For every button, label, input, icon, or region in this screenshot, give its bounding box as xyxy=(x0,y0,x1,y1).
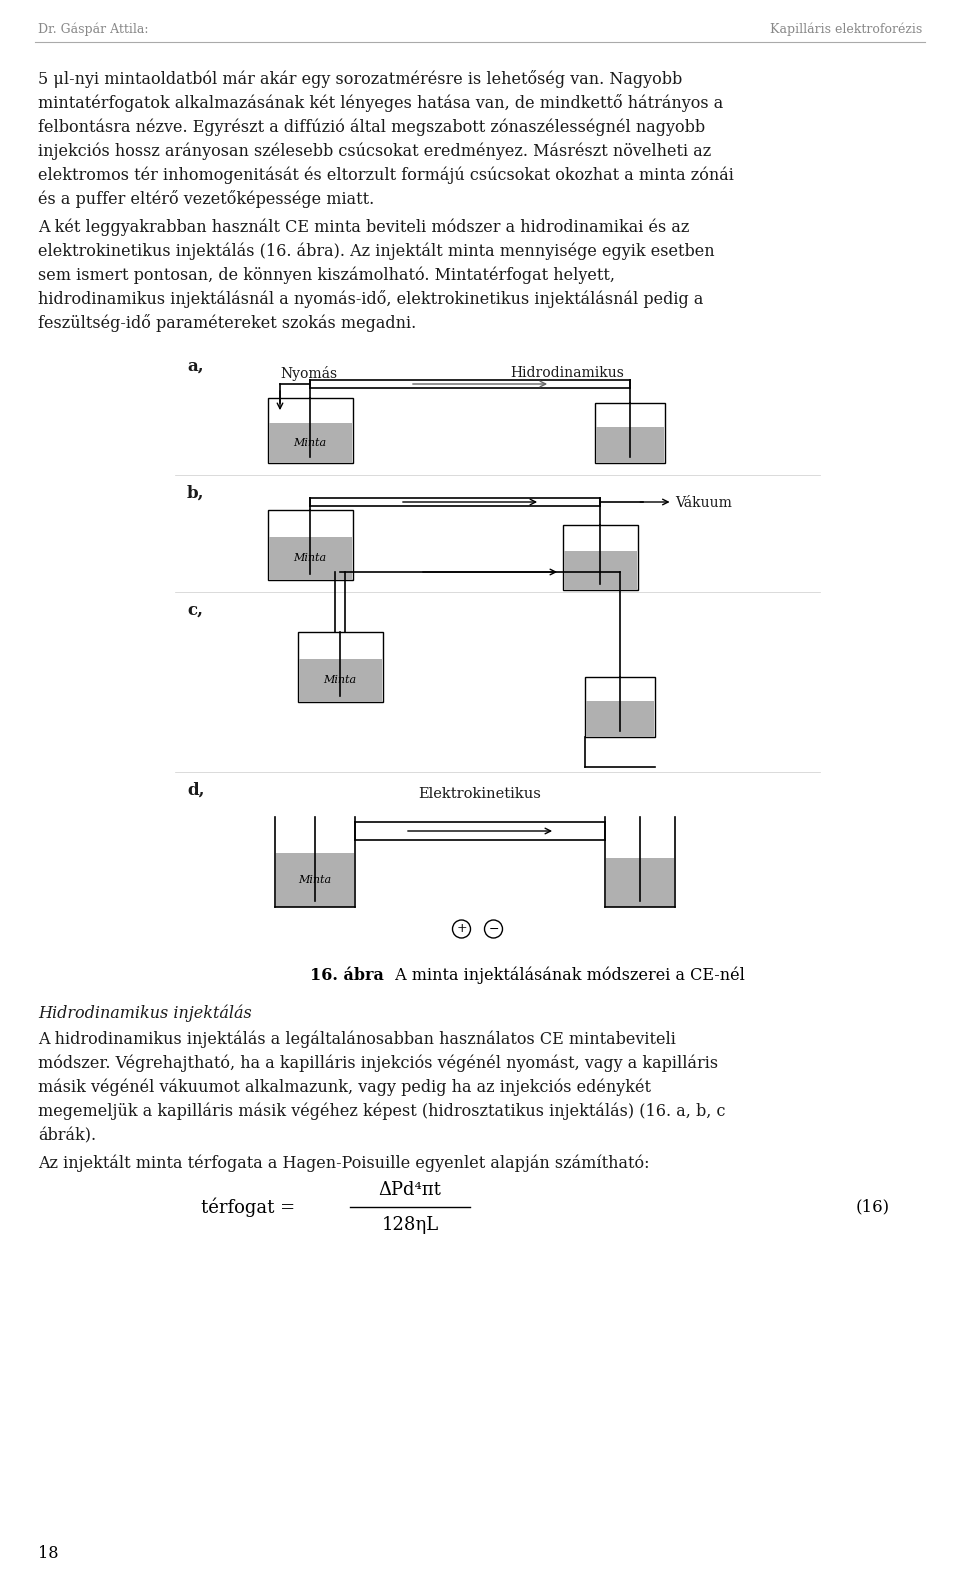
Text: Minta: Minta xyxy=(294,553,326,563)
Text: mintatérfogatok alkalmazásának két lényeges hatása van, de mindkettő hátrányos a: mintatérfogatok alkalmazásának két lénye… xyxy=(38,94,723,112)
Text: (16): (16) xyxy=(856,1198,890,1215)
Text: +: + xyxy=(456,923,467,935)
Text: a,: a, xyxy=(187,358,204,376)
Bar xyxy=(269,423,351,464)
Text: Dr. Gáspár Attila:: Dr. Gáspár Attila: xyxy=(38,22,149,36)
Text: Elektrokinetikus: Elektrokinetikus xyxy=(419,788,541,802)
Text: sem ismert pontosan, de könnyen kiszámolható. Mintatérfogat helyett,: sem ismert pontosan, de könnyen kiszámol… xyxy=(38,266,615,283)
Text: c,: c, xyxy=(187,602,203,619)
Text: ΔPd⁴πt: ΔPd⁴πt xyxy=(378,1181,442,1199)
Text: A minta injektálásának módszerei a CE-nél: A minta injektálásának módszerei a CE-né… xyxy=(390,967,745,984)
Text: A két leggyakrabban használt CE minta beviteli módszer a hidrodinamikai és az: A két leggyakrabban használt CE minta be… xyxy=(38,219,689,236)
Text: Vákuum: Vákuum xyxy=(676,497,732,509)
Text: másik végénél vákuumot alkalmazunk, vagy pedig ha az injekciós edénykét: másik végénél vákuumot alkalmazunk, vagy… xyxy=(38,1078,651,1097)
Text: megemeljük a kapilláris másik végéhez képest (hidrosztatikus injektálás) (16. a,: megemeljük a kapilláris másik végéhez ké… xyxy=(38,1104,726,1121)
Bar xyxy=(268,509,352,580)
Text: Hidrodinamikus injektálás: Hidrodinamikus injektálás xyxy=(38,1005,252,1022)
Text: feszültség-idő paramétereket szokás megadni.: feszültség-idő paramétereket szokás mega… xyxy=(38,314,417,332)
Bar xyxy=(606,857,674,907)
Bar xyxy=(276,854,354,907)
Bar xyxy=(585,678,655,737)
Text: elektromos tér inhomogenitását és eltorzult formájú csúcsokat okozhat a minta zó: elektromos tér inhomogenitását és eltorz… xyxy=(38,167,733,184)
Text: Minta: Minta xyxy=(294,439,326,448)
Text: módszer. Végrehajtható, ha a kapilláris injekciós végénél nyomást, vagy a kapill: módszer. Végrehajtható, ha a kapilláris … xyxy=(38,1055,718,1072)
Text: 16. ábra: 16. ábra xyxy=(310,967,384,984)
Text: 128ηL: 128ηL xyxy=(381,1217,439,1234)
Text: Kapilláris elektroforézis: Kapilláris elektroforézis xyxy=(770,22,922,36)
Bar xyxy=(269,536,351,580)
Bar xyxy=(299,659,381,703)
Text: b,: b, xyxy=(187,486,204,501)
Text: Nyomás: Nyomás xyxy=(280,366,337,380)
Text: Az injektált minta térfogata a Hagen-Poisuille egyenlet alapján számítható:: Az injektált minta térfogata a Hagen-Poi… xyxy=(38,1155,650,1173)
Text: felbontásra nézve. Egyrészt a diffúzió által megszabott zónaszélességnél nagyobb: felbontásra nézve. Egyrészt a diffúzió á… xyxy=(38,118,706,135)
Text: injekciós hossz arányosan szélesebb csúcsokat eredményez. Másrészt növelheti az: injekciós hossz arányosan szélesebb csúc… xyxy=(38,141,711,159)
Bar xyxy=(586,701,654,737)
Text: A hidrodinamikus injektálás a legáltalánosabban használatos CE mintabeviteli: A hidrodinamikus injektálás a legáltalán… xyxy=(38,1031,676,1049)
Text: ábrák).: ábrák). xyxy=(38,1127,96,1144)
Text: 18: 18 xyxy=(38,1545,59,1563)
Bar xyxy=(268,398,352,464)
Text: −: − xyxy=(489,923,499,935)
Text: d,: d, xyxy=(187,781,204,799)
Bar xyxy=(563,525,637,590)
Text: Minta: Minta xyxy=(324,676,356,685)
Bar xyxy=(595,402,665,464)
Bar xyxy=(298,632,382,703)
Text: 5 μl-nyi mintaoldatból már akár egy sorozatmérésre is lehetőség van. Nagyobb: 5 μl-nyi mintaoldatból már akár egy soro… xyxy=(38,71,683,88)
Bar xyxy=(564,552,636,590)
Text: elektrokinetikus injektálás (16. ábra). Az injektált minta mennyisége egyik eset: elektrokinetikus injektálás (16. ábra). … xyxy=(38,242,714,259)
Text: térfogat =: térfogat = xyxy=(201,1198,295,1217)
Text: Minta: Minta xyxy=(299,876,331,885)
Text: Hidrodinamikus: Hidrodinamikus xyxy=(510,366,624,380)
Bar xyxy=(596,428,664,464)
Text: hidrodinamikus injektálásnál a nyomás-idő, elektrokinetikus injektálásnál pedig : hidrodinamikus injektálásnál a nyomás-id… xyxy=(38,289,704,308)
Text: és a puffer eltérő vezetőképessége miatt.: és a puffer eltérő vezetőképessége miatt… xyxy=(38,190,374,208)
